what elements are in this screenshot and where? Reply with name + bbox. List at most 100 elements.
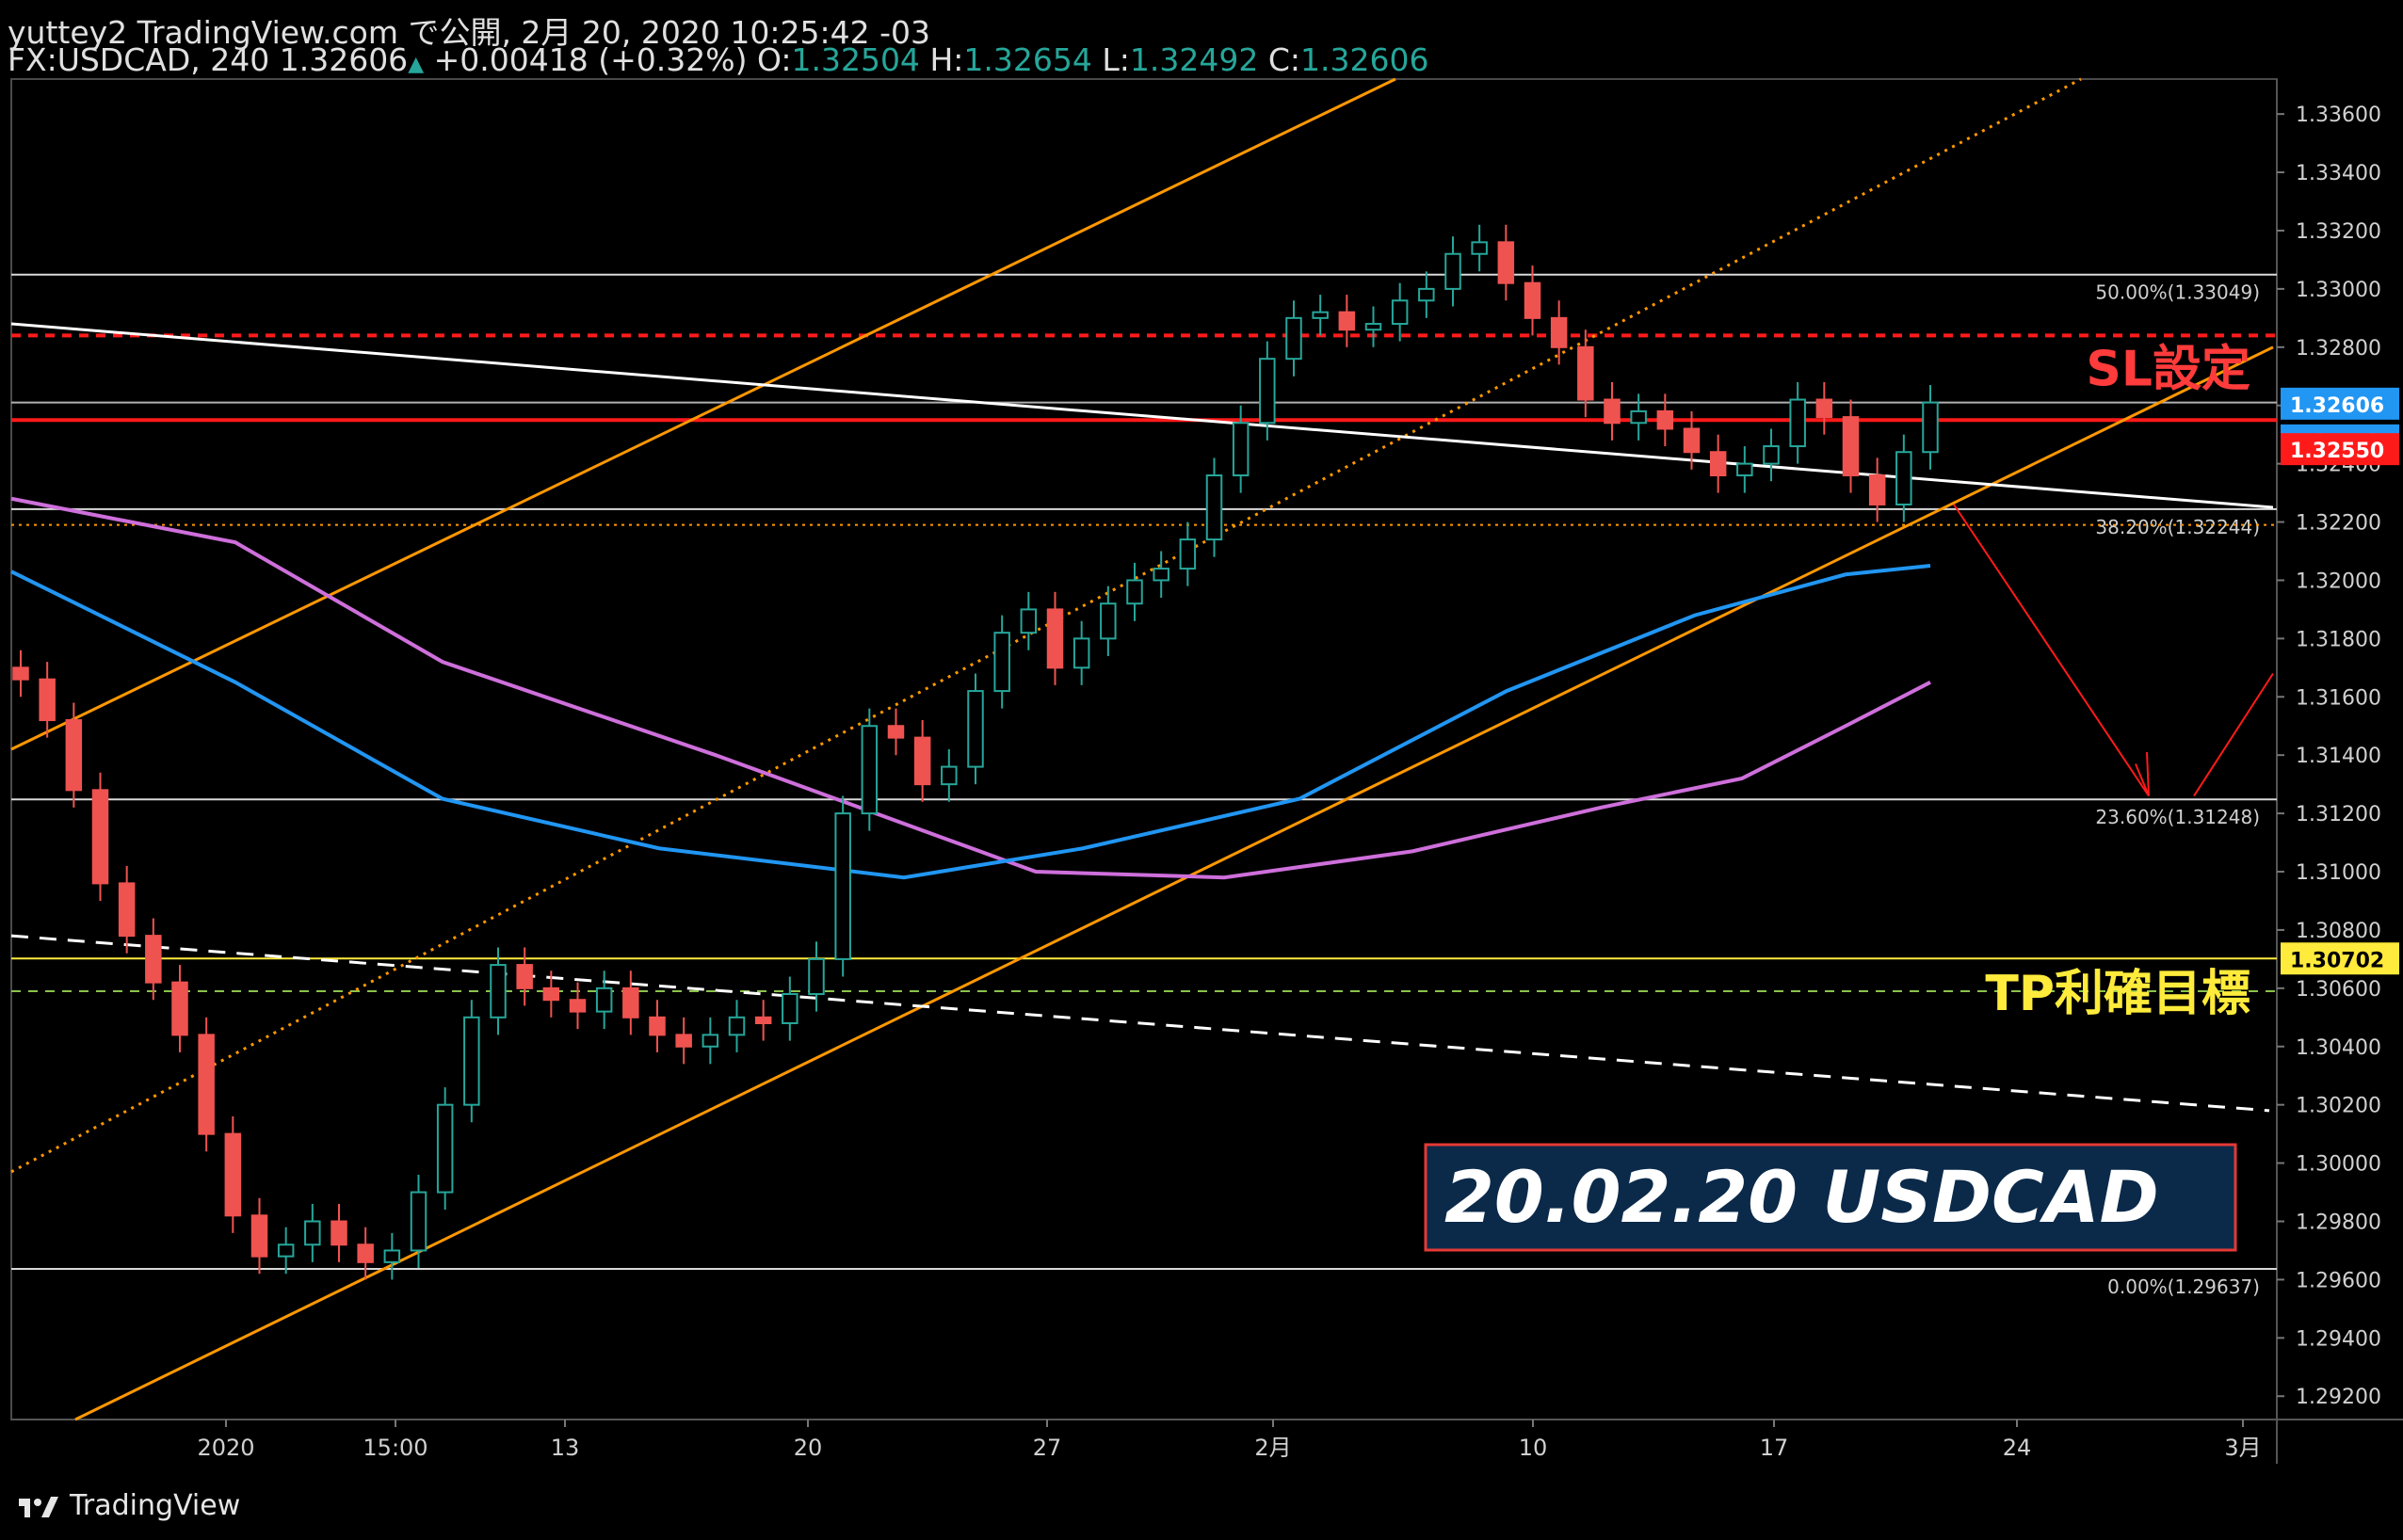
candle-body bbox=[675, 1034, 692, 1048]
y-tick-label: 1.30800 bbox=[2296, 920, 2381, 943]
up-arrow-icon: ▲ bbox=[408, 53, 425, 76]
candle-body bbox=[967, 690, 984, 768]
candle bbox=[145, 918, 162, 1001]
tp-annotation: TP利確目標 bbox=[1985, 966, 2250, 1022]
candle bbox=[1232, 405, 1250, 493]
candle bbox=[1444, 236, 1461, 307]
tradingview-brand[interactable]: TradingView bbox=[17, 1489, 240, 1522]
candle-body bbox=[1418, 287, 1435, 302]
candle-body bbox=[834, 812, 851, 960]
candle-body bbox=[649, 1016, 666, 1036]
candle bbox=[304, 1203, 321, 1262]
candle bbox=[91, 772, 109, 901]
brand-name: TradingView bbox=[70, 1489, 241, 1522]
candle-body bbox=[171, 981, 188, 1036]
candle bbox=[198, 1017, 215, 1152]
x-tick-label: 13 bbox=[551, 1435, 580, 1461]
tp-price-tag-bg bbox=[2281, 942, 2399, 975]
candle-body bbox=[331, 1220, 347, 1246]
sl-price-tag: 1.32550 bbox=[2290, 440, 2384, 463]
chart-header: yuttey2 TradingView.com で公開, 2月 20, 2020… bbox=[0, 0, 2403, 79]
candle-body bbox=[1126, 579, 1143, 605]
tp-price-tag: 1.30702 bbox=[2290, 949, 2384, 972]
candle-body bbox=[1338, 311, 1356, 331]
close-label: C: bbox=[1267, 41, 1300, 78]
candle-body bbox=[1922, 401, 1939, 454]
candle bbox=[1763, 428, 1780, 482]
candle bbox=[1153, 551, 1169, 599]
candle bbox=[1126, 562, 1143, 621]
candle bbox=[331, 1203, 347, 1262]
candle bbox=[118, 865, 136, 954]
candle bbox=[1046, 591, 1064, 685]
channel-lower-line bbox=[74, 345, 2274, 1421]
y-tick-label: 1.32200 bbox=[2296, 512, 2381, 536]
price-change: +0.00418 (+0.32%) bbox=[433, 41, 748, 78]
candle-body bbox=[1842, 416, 1860, 477]
candle-body bbox=[1683, 427, 1701, 454]
channel-mid-dotted-line bbox=[10, 77, 2082, 1174]
candle-body bbox=[1179, 538, 1197, 570]
candle bbox=[1205, 457, 1223, 557]
candle bbox=[516, 947, 533, 1006]
candle bbox=[913, 720, 931, 802]
projection-arrowhead-a bbox=[2135, 763, 2150, 796]
candle bbox=[1922, 385, 1939, 470]
candle-body bbox=[1709, 451, 1727, 477]
low-label: L: bbox=[1102, 41, 1130, 78]
candle bbox=[12, 650, 29, 698]
candle bbox=[1868, 457, 1886, 522]
y-tick-label: 1.31600 bbox=[2296, 686, 2381, 710]
candle bbox=[1364, 306, 1382, 347]
candle bbox=[1656, 393, 1674, 447]
candle bbox=[250, 1197, 268, 1275]
candle-body bbox=[569, 999, 587, 1013]
y-tick-label: 1.33600 bbox=[2296, 104, 2381, 127]
candle-body bbox=[1736, 462, 1753, 477]
candle bbox=[1020, 591, 1038, 650]
projection-arrow-down bbox=[1953, 504, 2150, 797]
candle bbox=[1550, 300, 1568, 365]
candle-body bbox=[1444, 252, 1461, 290]
y-tick-label: 1.30600 bbox=[2296, 978, 2381, 1002]
symbol-label[interactable]: FX:USDCAD, 240 bbox=[8, 41, 270, 78]
candle bbox=[782, 976, 798, 1041]
x-tick-label: 15:00 bbox=[363, 1435, 427, 1461]
ohlc-legend: FX:USDCAD, 240 1.32606▲ +0.00418 (+0.32%… bbox=[8, 41, 1428, 78]
y-tick-label: 1.33200 bbox=[2296, 220, 2381, 244]
candle-body bbox=[1497, 241, 1515, 284]
candle bbox=[65, 702, 83, 808]
high-label: H: bbox=[929, 41, 964, 78]
candle-body bbox=[65, 719, 83, 792]
y-tick-label: 1.31000 bbox=[2296, 861, 2381, 885]
candle-body bbox=[702, 1034, 719, 1048]
candle bbox=[1391, 282, 1409, 342]
candle bbox=[357, 1227, 374, 1280]
tradingview-logo-icon bbox=[19, 1496, 58, 1517]
candle-body bbox=[224, 1132, 242, 1217]
candle bbox=[569, 982, 587, 1030]
y-tick-label: 1.29200 bbox=[2296, 1386, 2381, 1409]
candle-body bbox=[198, 1034, 215, 1135]
candle-body bbox=[993, 632, 1010, 693]
y-tick-label: 1.33000 bbox=[2296, 279, 2381, 302]
publish-info: yuttey2 TradingView.com で公開, 2月 20, 2020… bbox=[8, 14, 930, 51]
candle bbox=[702, 1017, 719, 1065]
candle-body bbox=[782, 993, 798, 1024]
x-tick-label: 10 bbox=[1519, 1435, 1548, 1461]
fib-label: 50.00%(1.33049) bbox=[2095, 281, 2260, 304]
y-tick-label: 1.29800 bbox=[2296, 1211, 2381, 1234]
price-chart[interactable]: 1.33600 1.33400 1.33200 1.33000 1.32800 1.326… bbox=[0, 0, 2403, 1472]
candle-body bbox=[277, 1243, 295, 1258]
candle-body bbox=[1046, 608, 1064, 669]
candle-body bbox=[304, 1220, 321, 1246]
candle bbox=[1815, 381, 1833, 435]
candle-body bbox=[887, 725, 905, 739]
candle bbox=[542, 971, 560, 1018]
y-tick-label: 1.30200 bbox=[2296, 1095, 2381, 1118]
x-tick-label: 17 bbox=[1760, 1435, 1789, 1461]
y-tick-label: 1.31800 bbox=[2296, 628, 2381, 651]
candle bbox=[1736, 446, 1753, 493]
y-tick-label: 1.32000 bbox=[2296, 569, 2381, 593]
x-tick-label: 2月 bbox=[1254, 1435, 1291, 1461]
